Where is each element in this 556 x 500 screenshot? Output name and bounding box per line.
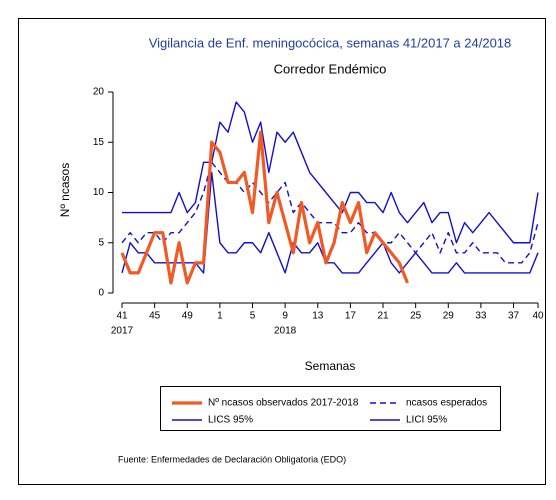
y-axis-title: Nº ncasos — [58, 163, 72, 217]
x-tick-label: 25 — [410, 311, 422, 322]
series-line — [121, 171, 539, 274]
year-label: 2018 — [274, 326, 297, 337]
y-tick-label: 10 — [93, 187, 105, 198]
source-note: Fuente: Enfermedades de Declaración Obli… — [118, 454, 346, 464]
year-label: 2017 — [111, 326, 134, 337]
legend-label: LICS 95% — [208, 415, 253, 426]
x-axis-title: Semanas — [305, 359, 356, 373]
x-tick-label: 29 — [443, 311, 455, 322]
y-tick-label: 20 — [93, 87, 105, 98]
y-tick-label: 5 — [98, 237, 104, 248]
x-tick-label: 49 — [182, 311, 194, 322]
y-tick-label: 0 — [98, 288, 104, 299]
legend-label: Nº ncasos observados 2017-2018 — [208, 398, 359, 409]
legend-label: ncasos esperados — [406, 398, 487, 409]
legend-label: LICI 95% — [406, 415, 447, 426]
x-tick-label: 33 — [475, 311, 487, 322]
x-tick-label: 1 — [217, 311, 223, 322]
x-tick-label: 9 — [282, 311, 288, 322]
legend-box — [160, 386, 501, 431]
series-line — [121, 161, 539, 264]
x-tick-label: 13 — [312, 311, 324, 322]
chart-subtitle: Corredor Endémico — [274, 61, 387, 76]
chart-title: Vigilancia de Enf. meningocócica, semana… — [149, 35, 512, 50]
x-tick-label: 45 — [149, 311, 161, 322]
series-line — [122, 101, 539, 244]
x-tick-label: 17 — [345, 311, 357, 322]
x-tick-label: 41 — [116, 311, 128, 322]
series-line — [120, 130, 409, 285]
x-tick-label: 40 — [532, 311, 544, 322]
x-tick-label: 37 — [508, 311, 520, 322]
x-tick-label: 21 — [377, 311, 389, 322]
x-tick-label: 5 — [250, 311, 256, 322]
y-tick-label: 15 — [93, 137, 105, 148]
frame — [18, 18, 546, 485]
